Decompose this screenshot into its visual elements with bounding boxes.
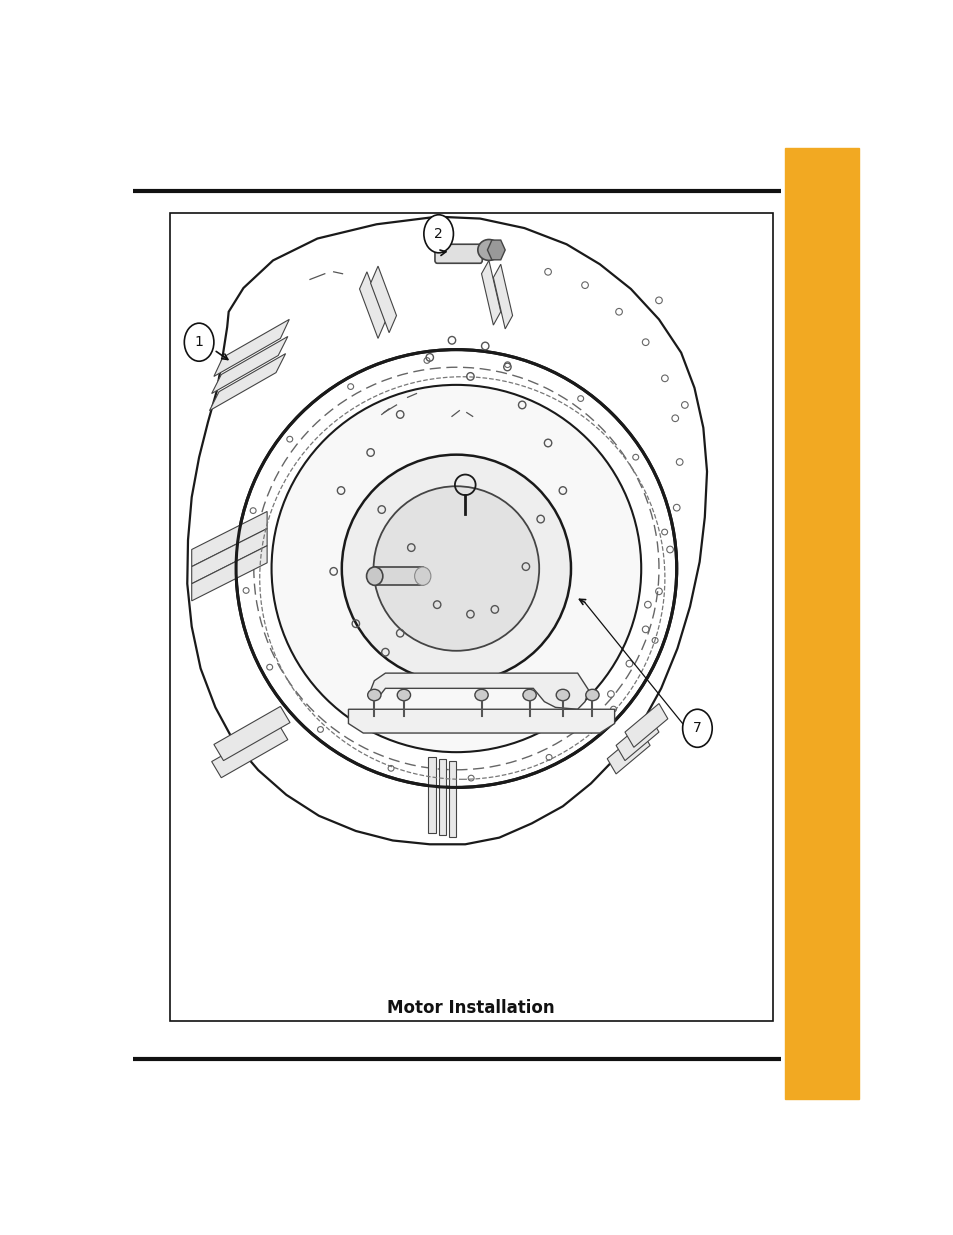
Polygon shape bbox=[212, 336, 288, 394]
Text: 2: 2 bbox=[434, 227, 442, 241]
Polygon shape bbox=[606, 730, 649, 774]
Ellipse shape bbox=[253, 367, 659, 769]
Ellipse shape bbox=[475, 689, 488, 700]
Ellipse shape bbox=[374, 487, 538, 651]
Polygon shape bbox=[493, 264, 512, 329]
Polygon shape bbox=[212, 724, 288, 778]
Ellipse shape bbox=[366, 567, 382, 585]
Text: 7: 7 bbox=[692, 721, 701, 735]
Polygon shape bbox=[213, 706, 290, 761]
Circle shape bbox=[682, 709, 712, 747]
Polygon shape bbox=[210, 353, 285, 411]
Ellipse shape bbox=[585, 689, 598, 700]
Polygon shape bbox=[192, 511, 267, 567]
Text: Motor Installation: Motor Installation bbox=[387, 999, 555, 1016]
Ellipse shape bbox=[477, 240, 499, 261]
Ellipse shape bbox=[556, 689, 569, 700]
Polygon shape bbox=[192, 529, 267, 584]
Ellipse shape bbox=[522, 689, 536, 700]
Bar bbox=[783, 148, 858, 1099]
Ellipse shape bbox=[367, 689, 380, 700]
Bar bbox=[170, 212, 772, 1021]
Circle shape bbox=[423, 215, 453, 253]
Polygon shape bbox=[348, 709, 614, 734]
Polygon shape bbox=[213, 320, 289, 377]
Polygon shape bbox=[449, 761, 456, 836]
Polygon shape bbox=[616, 716, 659, 761]
FancyBboxPatch shape bbox=[375, 567, 422, 585]
Polygon shape bbox=[187, 216, 706, 845]
Polygon shape bbox=[192, 546, 267, 601]
Circle shape bbox=[184, 324, 213, 361]
Ellipse shape bbox=[272, 385, 640, 752]
Polygon shape bbox=[370, 266, 396, 332]
Polygon shape bbox=[624, 704, 667, 747]
Polygon shape bbox=[438, 758, 446, 835]
Ellipse shape bbox=[235, 350, 676, 788]
Text: 1: 1 bbox=[194, 335, 203, 350]
Polygon shape bbox=[481, 261, 500, 325]
FancyBboxPatch shape bbox=[435, 245, 482, 263]
Ellipse shape bbox=[415, 567, 431, 585]
Polygon shape bbox=[359, 272, 385, 338]
Ellipse shape bbox=[396, 689, 410, 700]
Polygon shape bbox=[370, 673, 588, 709]
Polygon shape bbox=[428, 757, 436, 832]
Ellipse shape bbox=[341, 454, 571, 683]
